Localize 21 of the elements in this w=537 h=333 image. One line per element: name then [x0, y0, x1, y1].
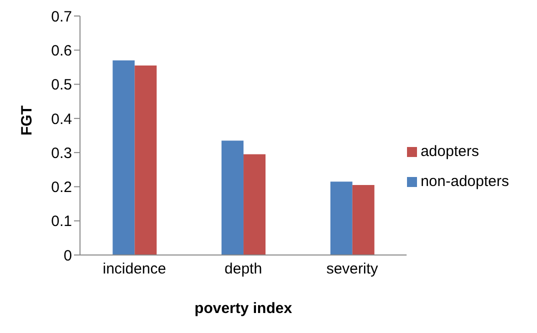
- x-tick-label: depth: [224, 260, 262, 278]
- bar: [352, 185, 374, 255]
- bar: [330, 182, 352, 255]
- y-tick-label: 0.3: [51, 144, 72, 162]
- y-tick-label: 0.5: [51, 76, 72, 94]
- bar: [244, 154, 266, 255]
- y-tick-label: 0.6: [51, 42, 72, 60]
- legend-label: non-adopters: [420, 172, 509, 190]
- bar: [222, 140, 244, 255]
- x-tick-label: severity: [326, 260, 378, 278]
- x-axis-title: poverty index: [194, 300, 293, 317]
- bar: [112, 60, 135, 255]
- y-tick-label: 0.1: [51, 213, 72, 230]
- y-axis-title: FGT: [18, 106, 36, 136]
- legend-label: adopters: [420, 142, 479, 160]
- x-tick-label: incidence: [102, 260, 166, 278]
- y-tick-label: 0.7: [51, 8, 72, 26]
- y-tick-label: 0.2: [51, 179, 72, 196]
- y-tick-label: 0: [64, 247, 72, 264]
- bar: [134, 66, 157, 255]
- y-tick-label: 0.4: [51, 110, 72, 128]
